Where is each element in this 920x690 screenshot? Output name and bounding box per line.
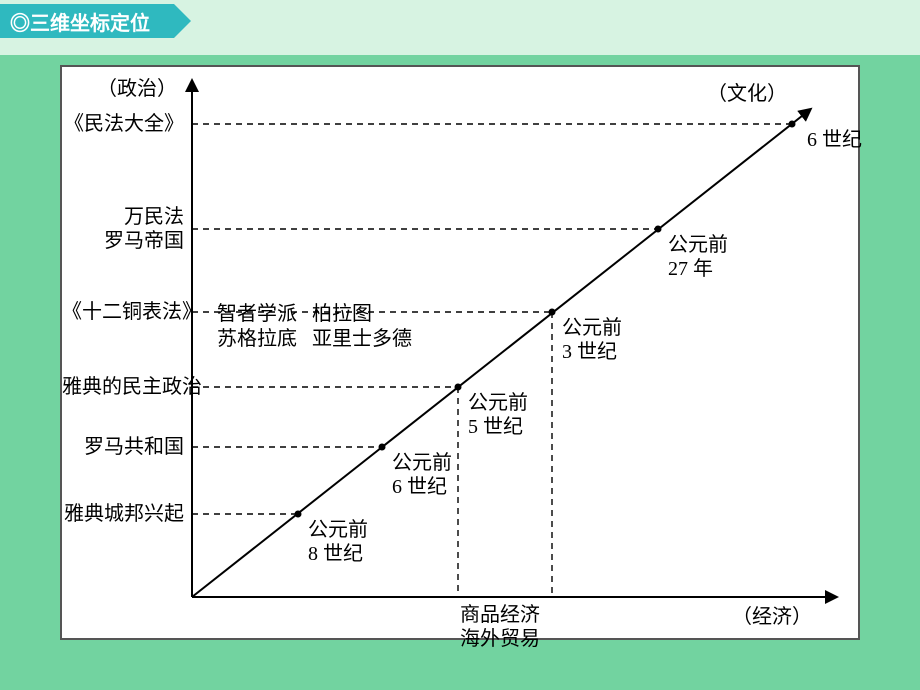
diag-label-5: 6 世纪 — [802, 128, 862, 152]
y-label-0: 雅典城邦兴起 — [62, 502, 184, 526]
y-label-1: 罗马共和国 — [62, 435, 184, 459]
x-label-line2: 海外贸易 — [460, 627, 540, 651]
diag-label-2: 公元前 5 世纪 — [468, 391, 528, 439]
philosophers-line1: 智者学派 柏拉图 — [217, 302, 372, 326]
section-header-text: ◎三维坐标定位 — [10, 7, 150, 36]
diag-label-4: 公元前 27 年 — [668, 233, 728, 281]
y-label-4: 万民法 罗马帝国 — [62, 205, 184, 253]
x-label-line1: 商品经济 — [460, 603, 540, 627]
y-label-2: 雅典的民主政治 — [62, 375, 184, 399]
coordinate-chart — [62, 67, 862, 642]
philosophers-line2: 苏格拉底 亚里士多德 — [217, 327, 412, 351]
y-label-3: 《十二铜表法》 — [62, 300, 184, 324]
diag-label-3: 公元前 3 世纪 — [562, 316, 622, 364]
diag-label-0: 公元前 8 世纪 — [308, 518, 368, 566]
x-axis-title: （经济） — [732, 605, 812, 629]
y-label-5: 《民法大全》 — [62, 112, 184, 136]
chart-panel: （政治） （经济） （文化） 雅典城邦兴起公元前 8 世纪 罗马共和国公元前 6 世纪 雅… — [60, 65, 860, 640]
section-header: ◎三维坐标定位 — [0, 4, 174, 38]
y-axis-title: （政治） — [97, 77, 177, 101]
diag-label-1: 公元前 6 世纪 — [392, 451, 452, 499]
diag-axis-title: （文化） — [707, 82, 787, 106]
